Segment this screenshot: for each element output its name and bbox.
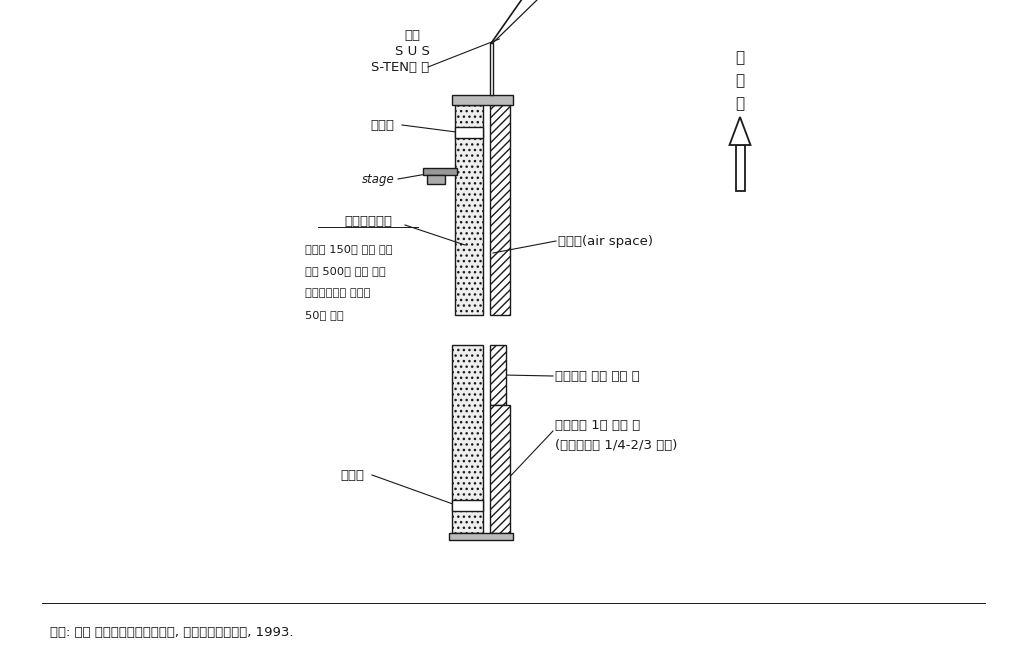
Text: S-TEN강 등: S-TEN강 등 [371, 60, 429, 74]
Bar [490, 43, 493, 95]
Text: 50㎎ 이상: 50㎎ 이상 [305, 310, 343, 320]
Text: (전체높이의 1/4-2/3 시공): (전체높이의 1/4-2/3 시공) [555, 438, 678, 452]
Bar [490, 345, 506, 405]
Bar [449, 533, 512, 540]
Text: 자료: ごみ 處理施設構造指針解説, 全國都市清掶會議, 1993.: 자료: ごみ 處理施設構造指針解説, 全國都市清掶會議, 1993. [50, 627, 293, 640]
Text: stage: stage [362, 172, 395, 186]
Bar [455, 127, 483, 138]
Text: 통기공: 통기공 [370, 119, 394, 131]
Bar [452, 95, 512, 105]
Bar [736, 145, 744, 191]
Text: 공기층(air space): 공기층(air space) [558, 235, 653, 247]
Text: 내화벨듸 반개 쌓은 것: 내화벨듸 반개 쌓은 것 [555, 369, 640, 383]
Polygon shape [730, 117, 750, 145]
Text: 노줄: 노줄 [404, 29, 420, 42]
Bar [452, 345, 483, 533]
Text: 배: 배 [736, 50, 744, 66]
Text: 내화벨듸 1개 쌓은 것: 내화벨듸 1개 쌓은 것 [555, 418, 641, 432]
Bar [490, 105, 510, 315]
Text: 통기공: 통기공 [340, 469, 364, 481]
Text: 철근콘크리트 왼부분: 철근콘크리트 왼부분 [305, 288, 370, 298]
Text: 스: 스 [736, 97, 744, 111]
Bar [423, 168, 457, 175]
Bar [452, 500, 483, 511]
Bar [427, 175, 445, 184]
Bar [490, 405, 510, 533]
Text: 基部 500㎎ 두께 정도: 基部 500㎎ 두께 정도 [305, 266, 385, 276]
Text: 가: 가 [736, 74, 744, 88]
Text: S U S: S U S [395, 44, 429, 58]
Text: 왼부분 150㎎ 두께 정도: 왼부분 150㎎ 두께 정도 [305, 244, 393, 254]
Text: 철근콘크리트: 철근콘크리트 [344, 215, 392, 227]
Bar [455, 105, 483, 315]
